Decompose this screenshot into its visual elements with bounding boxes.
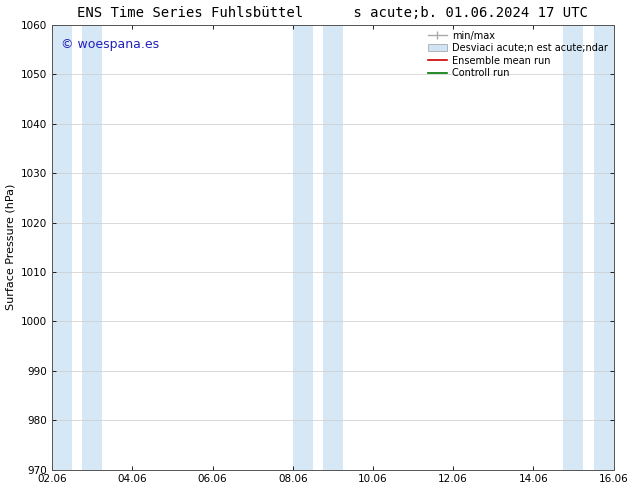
Bar [82, 25, 102, 469]
Bar [293, 25, 313, 469]
Bar [323, 25, 343, 469]
Bar [52, 25, 72, 469]
Bar [593, 25, 616, 469]
Y-axis label: Surface Pressure (hPa): Surface Pressure (hPa) [6, 184, 16, 311]
Text: © woespana.es: © woespana.es [61, 38, 158, 51]
Legend: min/max, Desviaci acute;n est acute;ndar, Ensemble mean run, Controll run: min/max, Desviaci acute;n est acute;ndar… [424, 27, 612, 82]
Bar [564, 25, 583, 469]
Title: ENS Time Series Fuhlsbüttel      s acute;b. 01.06.2024 17 UTC: ENS Time Series Fuhlsbüttel s acute;b. 0… [77, 5, 588, 20]
